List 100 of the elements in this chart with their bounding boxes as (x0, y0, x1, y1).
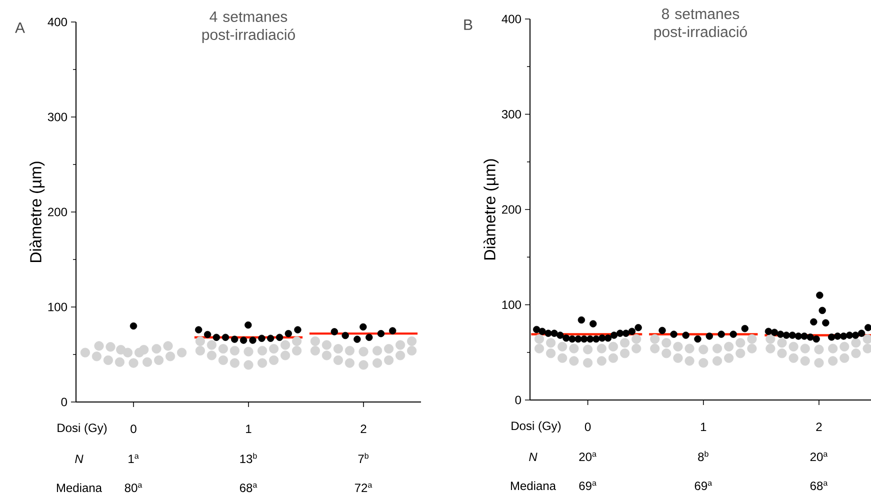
point (396, 350, 406, 360)
point (154, 355, 164, 365)
x-tick-label: 2 (360, 424, 366, 433)
point (628, 328, 636, 336)
point (776, 330, 784, 338)
point (544, 330, 552, 337)
point (800, 356, 810, 366)
point (244, 346, 254, 356)
point (310, 346, 320, 356)
y-tick-label: 400 (48, 18, 68, 26)
point (604, 334, 612, 342)
text: 69$^{a}$ (694, 481, 712, 490)
point (568, 335, 576, 343)
point (662, 348, 672, 358)
point (816, 292, 824, 299)
point (384, 355, 394, 365)
point (806, 334, 814, 341)
point (358, 360, 368, 370)
point (741, 324, 748, 332)
point (294, 326, 302, 334)
point (840, 353, 850, 363)
y-tick-label: 200 (48, 208, 68, 216)
point (177, 348, 187, 358)
point (80, 348, 90, 358)
point (212, 334, 220, 341)
point (284, 330, 292, 338)
point (788, 332, 796, 339)
point (712, 344, 722, 354)
y-tick-label: 100 (48, 302, 68, 312)
point (747, 334, 757, 344)
point (538, 328, 546, 336)
point (360, 323, 367, 331)
point (682, 332, 690, 339)
point (698, 344, 708, 354)
y-tick-label: 300 (502, 110, 521, 118)
point (310, 336, 320, 346)
point (616, 330, 624, 337)
point (632, 334, 642, 344)
point (736, 338, 746, 348)
point (166, 352, 176, 362)
point (240, 336, 248, 344)
point (407, 336, 417, 346)
point (828, 356, 838, 366)
point (249, 336, 256, 344)
chart-title: 8 setmanes post-irradiació (654, 8, 747, 40)
y-tick-label: 400 (502, 14, 521, 24)
text: 20$^{a}$ (810, 452, 828, 462)
point (266, 334, 274, 342)
point (574, 335, 582, 343)
point (366, 334, 373, 341)
point (698, 358, 708, 368)
point (620, 338, 630, 348)
point (128, 358, 138, 368)
point (114, 357, 125, 367)
point (580, 335, 588, 343)
point (620, 348, 630, 358)
point (194, 326, 202, 334)
point (814, 358, 824, 368)
point (622, 330, 630, 337)
point (684, 344, 694, 354)
point (244, 321, 252, 329)
point (800, 344, 810, 354)
point (269, 355, 279, 365)
x-tick-label: 1 (700, 422, 706, 431)
point (684, 356, 694, 366)
point (206, 350, 217, 360)
point (596, 356, 606, 366)
point (718, 330, 725, 338)
point (582, 344, 593, 354)
point (139, 344, 149, 355)
point (556, 332, 564, 339)
text: B (464, 20, 472, 30)
point (852, 332, 860, 339)
point (846, 332, 854, 339)
point (814, 344, 824, 354)
point (280, 340, 290, 350)
text: 1$^{a}$ (128, 454, 139, 463)
text: 20$^{a}$ (579, 452, 596, 462)
point (388, 327, 396, 334)
text: 69$^{a}$ (579, 481, 596, 490)
point (218, 355, 228, 365)
point (558, 342, 568, 352)
point (195, 336, 206, 346)
text: 13$^{b}$ (240, 452, 257, 464)
point (610, 332, 618, 339)
point (608, 353, 618, 363)
x-tick-label: 0 (584, 422, 591, 432)
point (230, 346, 240, 356)
point (94, 341, 104, 351)
point (218, 344, 228, 354)
point (344, 346, 354, 356)
point (658, 326, 666, 334)
point (546, 348, 556, 358)
point (372, 346, 382, 356)
chart-title: 4 setmanes post-irradiació (202, 12, 295, 43)
point (724, 353, 734, 363)
point (598, 334, 606, 342)
text: 68$^{a}$ (810, 481, 828, 490)
point (322, 340, 332, 350)
point (764, 328, 772, 336)
